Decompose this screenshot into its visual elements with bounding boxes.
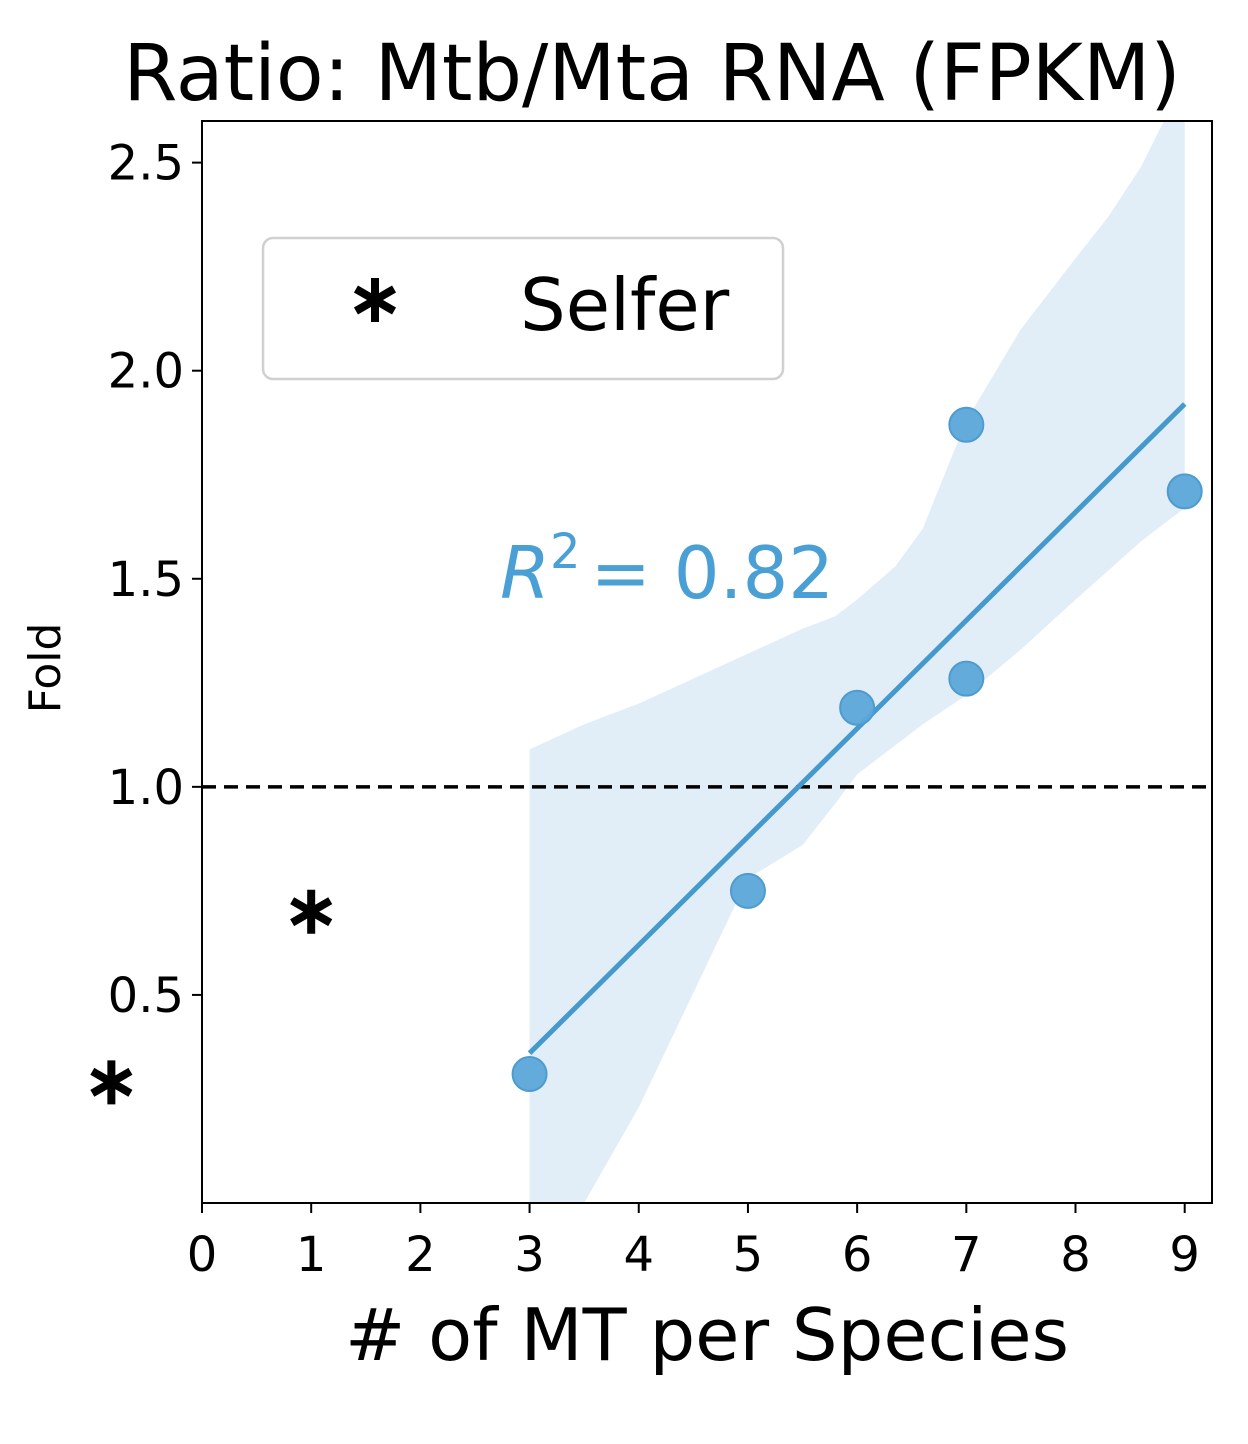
fit-line — [527, 402, 1187, 1055]
y-axis-label: Fold — [20, 623, 71, 714]
confidence-band — [529, 121, 1185, 1203]
y-tick-label: 1.0 — [108, 760, 184, 816]
x-tick-label: 4 — [623, 1227, 654, 1283]
legend-marker — [353, 278, 397, 322]
legend-box — [261, 236, 785, 381]
x-tick-label: 5 — [733, 1227, 764, 1283]
x-tick-label: 2 — [405, 1227, 436, 1283]
annotation-rest: = 0.82 — [591, 531, 835, 615]
selfer-marker — [90, 1060, 133, 1105]
x-tick-label: 0 — [187, 1227, 218, 1283]
data-point — [729, 872, 766, 909]
selfer-marker — [290, 889, 333, 934]
y-tick-label: 1.5 — [108, 552, 184, 608]
plot-frame — [201, 120, 1213, 1204]
data-point — [948, 660, 985, 697]
y-tick-label: 2.5 — [108, 136, 184, 192]
legend-label: Selfer — [520, 263, 730, 347]
x-tick-label: 1 — [296, 1227, 327, 1283]
data-point — [948, 406, 985, 443]
x-tick-label: 6 — [842, 1227, 873, 1283]
data-point — [839, 689, 876, 726]
r-squared-annotation: R2 = 0.82 — [500, 524, 834, 615]
data-point — [1166, 473, 1203, 510]
x-tick-label: 7 — [951, 1227, 982, 1283]
x-tick-label: 9 — [1169, 1227, 1200, 1283]
annotation-base: R — [500, 531, 550, 615]
y-tick-label: 2.0 — [108, 344, 184, 400]
data-point — [511, 1055, 548, 1092]
plot-area — [202, 121, 1212, 1203]
x-tick-label: 3 — [514, 1227, 545, 1283]
x-tick-label: 8 — [1060, 1227, 1091, 1283]
y-tick-label: 0.5 — [108, 968, 184, 1024]
chart-title: Ratio: Mtb/Mta RNA (FPKM) — [123, 29, 1180, 119]
x-axis-label: # of MT per Species — [345, 1293, 1069, 1377]
annotation-exponent: 2 — [550, 524, 581, 580]
